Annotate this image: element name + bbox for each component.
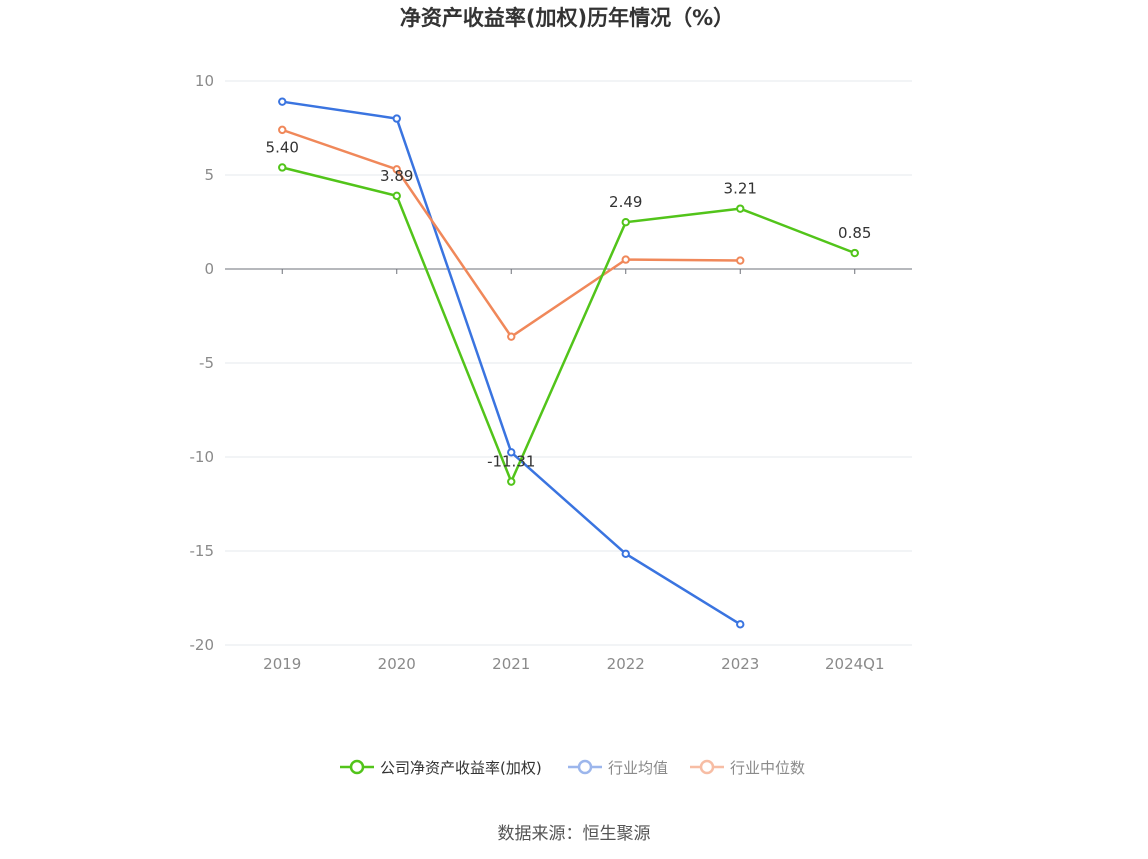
x-tick-label: 2019 (263, 655, 301, 673)
legend-item-2[interactable]: 行业中位数 (690, 759, 805, 777)
data-point[interactable] (278, 97, 287, 106)
x-tick-label: 2023 (721, 655, 759, 673)
legend-marker (699, 759, 715, 775)
data-point[interactable] (392, 114, 401, 123)
y-axis: 10 5 0 -5 -10 -15 -20 (190, 72, 215, 654)
data-point[interactable] (278, 125, 287, 135)
data-point[interactable] (278, 163, 287, 172)
data-point[interactable] (850, 248, 859, 258)
data-point[interactable] (621, 255, 630, 264)
y-tick-label: 0 (204, 260, 214, 278)
legend-label: 行业中位数 (730, 759, 805, 777)
x-axis: 2019 2020 2021 2022 2023 2024Q1 (225, 268, 912, 673)
x-tick-label: 2024Q1 (825, 655, 885, 673)
data-label: 3.89 (380, 167, 413, 185)
y-tick-label: -5 (199, 354, 214, 372)
data-point[interactable] (507, 448, 516, 457)
series-line (281, 128, 741, 338)
data-point[interactable] (507, 477, 516, 486)
data-point[interactable] (392, 191, 401, 201)
y-tick-label: 10 (195, 72, 214, 90)
data-label: 5.40 (266, 138, 299, 156)
grid (225, 80, 912, 646)
data-point[interactable] (736, 256, 745, 265)
x-tick-label: 2020 (378, 655, 416, 673)
legend-item-0[interactable]: 公司净资产收益率(加权) (340, 759, 542, 777)
data-point[interactable] (621, 217, 630, 227)
series-line (281, 166, 856, 483)
data-label: 2.49 (609, 193, 642, 211)
legend-marker (577, 759, 593, 775)
data-point[interactable] (736, 620, 745, 629)
legend-item-1[interactable]: 行业均值 (568, 759, 668, 777)
data-point[interactable] (621, 549, 630, 559)
series-layer: 5.40 3.89 -11.31 2.49 3.21 0.85 (266, 97, 871, 629)
x-tick-label: 2021 (492, 655, 530, 673)
y-tick-label: -20 (190, 636, 215, 654)
series-1 (278, 97, 745, 629)
series-0: 5.40 3.89 -11.31 2.49 3.21 0.85 (266, 138, 871, 486)
series-2 (278, 125, 745, 341)
data-point[interactable] (507, 332, 516, 341)
data-point[interactable] (392, 165, 401, 174)
data-point[interactable] (736, 204, 745, 213)
y-tick-label: -10 (190, 448, 215, 466)
legend[interactable]: 公司净资产收益率(加权) 行业均值 行业中位数 (340, 759, 805, 777)
data-label: -11.31 (487, 453, 535, 471)
x-tick-label: 2022 (607, 655, 645, 673)
legend-label: 行业均值 (608, 759, 668, 777)
legend-label: 公司净资产收益率(加权) (380, 759, 542, 777)
data-label: 3.21 (724, 180, 757, 198)
chart-title: 净资产收益率(加权)历年情况（%） (400, 6, 734, 30)
data-label: 0.85 (838, 224, 871, 242)
legend-marker (349, 759, 365, 775)
y-tick-label: -15 (190, 542, 215, 560)
source-text: 数据来源：恒生聚源 (498, 824, 651, 844)
y-tick-label: 5 (204, 166, 214, 184)
